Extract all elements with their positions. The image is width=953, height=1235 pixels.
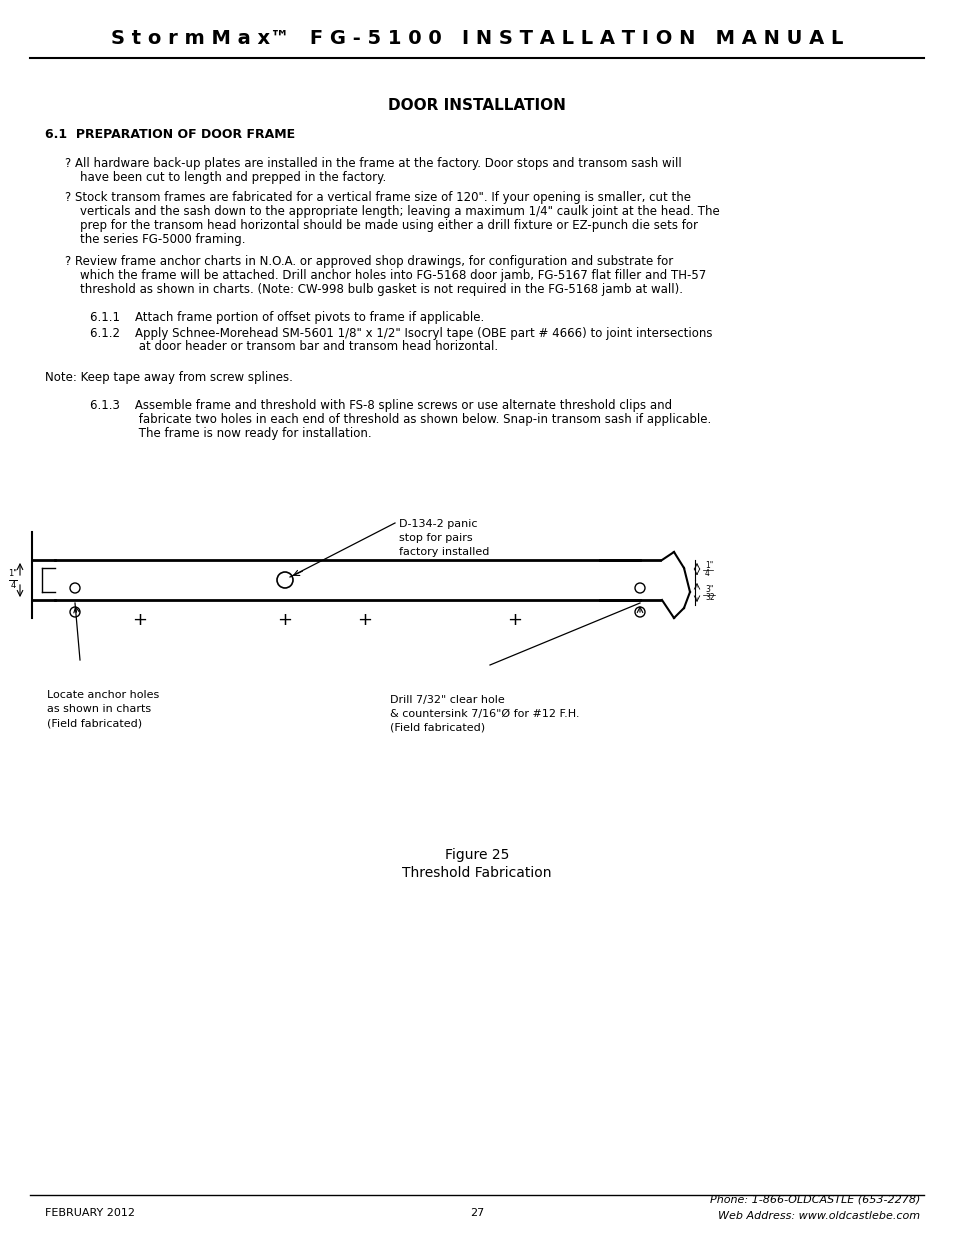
Text: Drill 7/32" clear hole
& countersink 7/16"Ø for #12 F.H.
(Field fabricated): Drill 7/32" clear hole & countersink 7/1… bbox=[390, 695, 578, 734]
Text: +: + bbox=[132, 611, 148, 629]
Text: +: + bbox=[357, 611, 372, 629]
Text: +: + bbox=[507, 611, 522, 629]
Text: ? Stock transom frames are fabricated for a vertical frame size of 120". If your: ? Stock transom frames are fabricated fo… bbox=[65, 191, 690, 205]
Text: Locate anchor holes
as shown in charts
(Field fabricated): Locate anchor holes as shown in charts (… bbox=[47, 690, 159, 727]
Text: 6.1.1    Attach frame portion of offset pivots to frame if applicable.: 6.1.1 Attach frame portion of offset piv… bbox=[90, 311, 484, 325]
Text: which the frame will be attached. Drill anchor holes into FG-5168 door jamb, FG-: which the frame will be attached. Drill … bbox=[80, 268, 705, 282]
Text: 6.1  PREPARATION OF DOOR FRAME: 6.1 PREPARATION OF DOOR FRAME bbox=[45, 128, 294, 142]
Text: +: + bbox=[277, 611, 293, 629]
Text: Phone: 1-866-OLDCASTLE (653-2278): Phone: 1-866-OLDCASTLE (653-2278) bbox=[709, 1195, 919, 1205]
Text: at door header or transom bar and transom head horizontal.: at door header or transom bar and transo… bbox=[90, 341, 497, 353]
Text: Note: Keep tape away from screw splines.: Note: Keep tape away from screw splines. bbox=[45, 372, 293, 384]
Text: Web Address: www.oldcastlebe.com: Web Address: www.oldcastlebe.com bbox=[717, 1212, 919, 1221]
Text: DOOR INSTALLATION: DOOR INSTALLATION bbox=[388, 98, 565, 112]
Text: prep for the transom head horizontal should be made using either a drill fixture: prep for the transom head horizontal sho… bbox=[80, 220, 698, 232]
Text: 3": 3" bbox=[704, 585, 713, 594]
Text: 27: 27 bbox=[470, 1208, 483, 1218]
Text: 32: 32 bbox=[704, 594, 714, 603]
Text: 6.1.2    Apply Schnee-Morehead SM-5601 1/8" x 1/2" Isocryl tape (OBE part # 4666: 6.1.2 Apply Schnee-Morehead SM-5601 1/8"… bbox=[90, 326, 712, 340]
Text: threshold as shown in charts. (Note: CW-998 bulb gasket is not required in the F: threshold as shown in charts. (Note: CW-… bbox=[80, 283, 682, 295]
Text: verticals and the sash down to the appropriate length; leaving a maximum 1/4" ca: verticals and the sash down to the appro… bbox=[80, 205, 719, 219]
Text: S t o r m M a x™   F G - 5 1 0 0   I N S T A L L A T I O N   M A N U A L: S t o r m M a x™ F G - 5 1 0 0 I N S T A… bbox=[111, 28, 842, 47]
Text: ? Review frame anchor charts in N.O.A. or approved shop drawings, for configurat: ? Review frame anchor charts in N.O.A. o… bbox=[65, 254, 673, 268]
Text: 1": 1" bbox=[704, 561, 713, 569]
Text: The frame is now ready for installation.: The frame is now ready for installation. bbox=[90, 426, 372, 440]
Text: FEBRUARY 2012: FEBRUARY 2012 bbox=[45, 1208, 135, 1218]
Text: have been cut to length and prepped in the factory.: have been cut to length and prepped in t… bbox=[80, 170, 386, 184]
Text: Figure 25: Figure 25 bbox=[444, 848, 509, 862]
Text: 4: 4 bbox=[704, 568, 709, 578]
Text: Threshold Fabrication: Threshold Fabrication bbox=[402, 866, 551, 881]
Text: 4: 4 bbox=[10, 582, 15, 590]
Text: 1": 1" bbox=[9, 568, 17, 578]
Text: fabricate two holes in each end of threshold as shown below. Snap-in transom sas: fabricate two holes in each end of thres… bbox=[90, 412, 711, 426]
Text: ? All hardware back-up plates are installed in the frame at the factory. Door st: ? All hardware back-up plates are instal… bbox=[65, 157, 681, 169]
Text: D-134-2 panic
stop for pairs
factory installed: D-134-2 panic stop for pairs factory ins… bbox=[398, 519, 489, 557]
Text: 6.1.3    Assemble frame and threshold with FS-8 spline screws or use alternate t: 6.1.3 Assemble frame and threshold with … bbox=[90, 399, 672, 411]
Text: the series FG-5000 framing.: the series FG-5000 framing. bbox=[80, 233, 245, 247]
